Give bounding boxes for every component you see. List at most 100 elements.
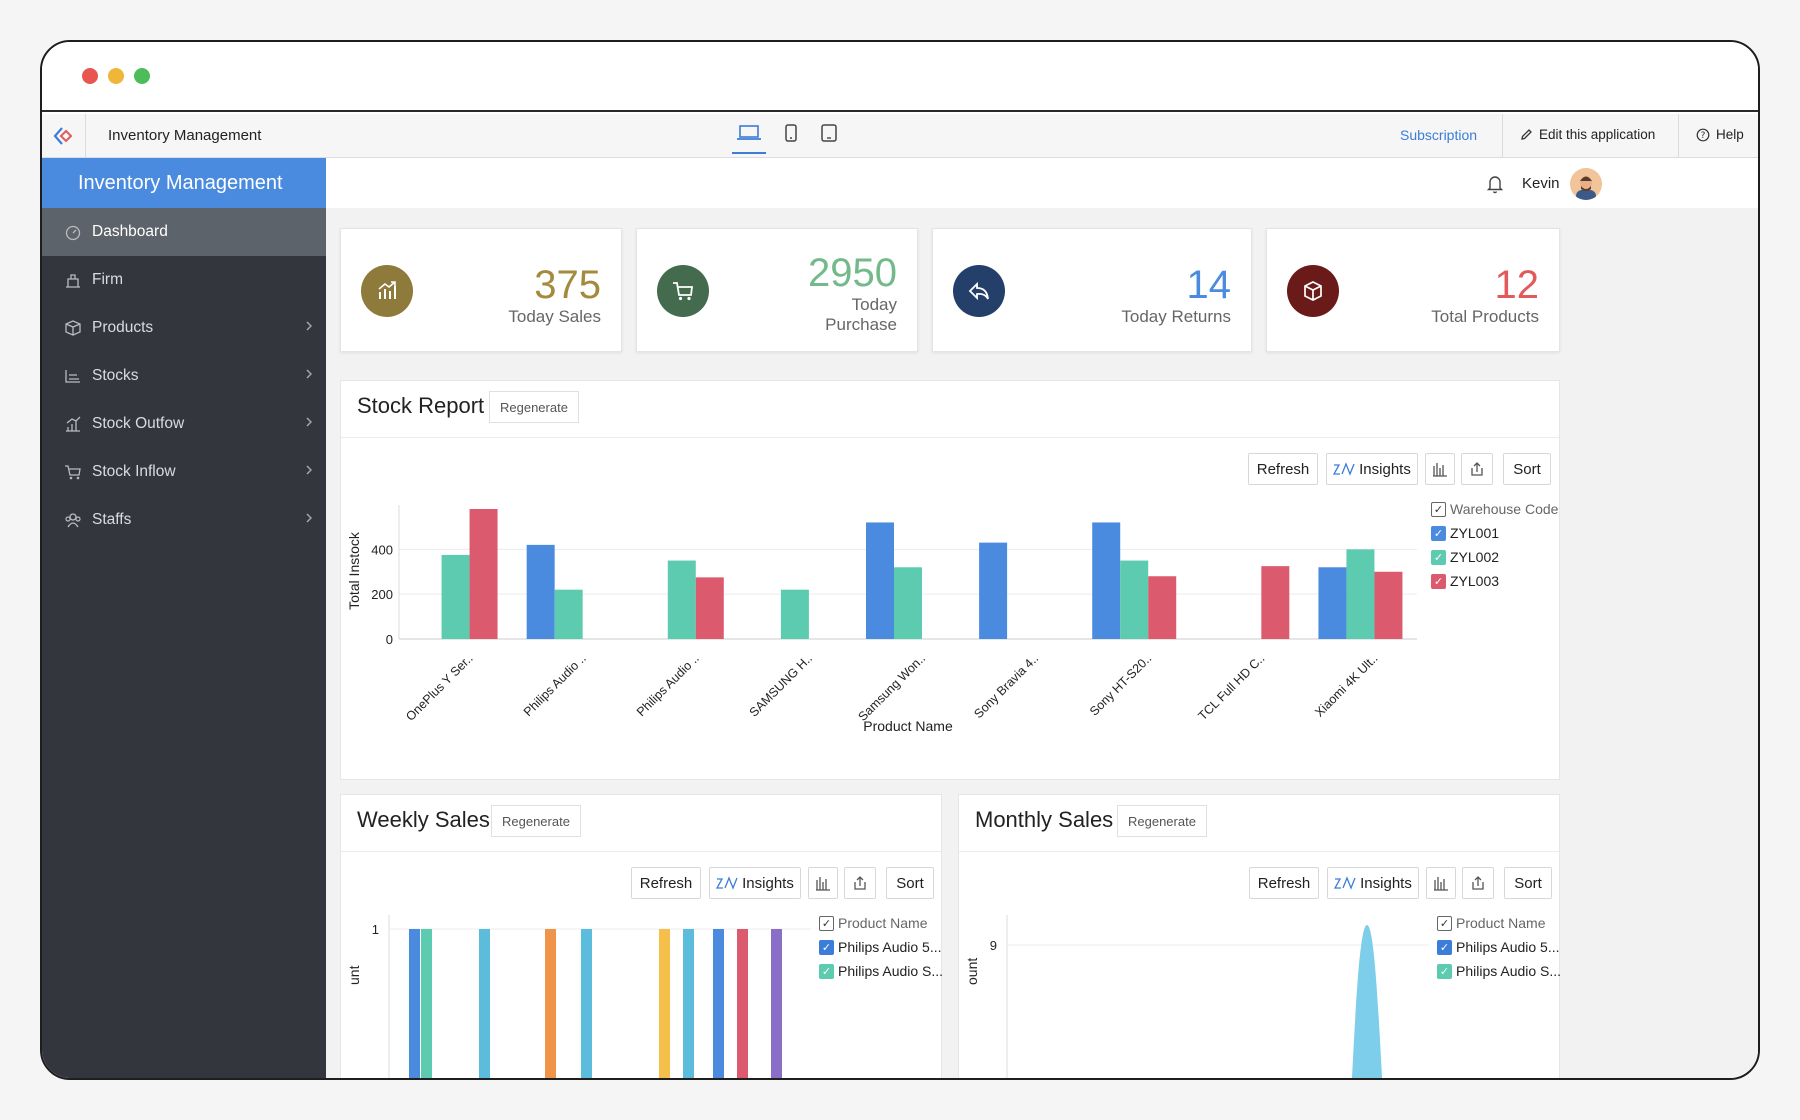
bar-zyl003[interactable] <box>695 577 724 639</box>
top-user-bar: Kevin <box>326 158 1758 208</box>
subscription-link[interactable]: Subscription <box>1400 127 1478 143</box>
bar-zyl003[interactable] <box>1148 576 1177 639</box>
sidebar-item-firm[interactable]: Firm <box>42 256 326 304</box>
mobile-view-toggle[interactable] <box>774 124 808 154</box>
legend-header[interactable]: ✓ Product Name <box>819 915 927 931</box>
stock-report-sort-button[interactable]: Sort <box>1503 453 1551 485</box>
minimize-window-button[interactable] <box>108 68 124 84</box>
notification-bell-icon[interactable] <box>1486 174 1504 194</box>
bar[interactable] <box>683 929 694 1080</box>
bar[interactable] <box>713 929 724 1080</box>
bar-zyl001[interactable] <box>979 542 1008 639</box>
sidebar-brand[interactable]: Inventory Management <box>42 158 326 208</box>
sidebar-item-stock-inflow[interactable]: Stock Inflow <box>42 448 326 496</box>
sidebar-item-dashboard[interactable]: Dashboard <box>42 208 326 256</box>
legend-item[interactable]: ✓ Philips Audio S... <box>819 963 943 979</box>
monthly-sales-regenerate-button[interactable]: Regenerate <box>1117 805 1207 837</box>
area-peak[interactable] <box>1351 925 1383 1080</box>
tablet-view-toggle[interactable] <box>812 124 846 154</box>
bar-zyl003[interactable] <box>1374 571 1403 639</box>
user-name[interactable]: Kevin <box>1522 175 1560 192</box>
bar[interactable] <box>737 929 748 1080</box>
export-button[interactable] <box>1462 867 1494 899</box>
export-button[interactable] <box>844 867 876 899</box>
chart-type-button[interactable] <box>1425 453 1455 485</box>
legend-item[interactable]: ✓ ZYL001 <box>1431 525 1499 541</box>
bar-zyl001[interactable] <box>866 522 894 639</box>
bar-zyl003[interactable] <box>469 509 498 639</box>
bar-zyl002[interactable] <box>667 560 696 639</box>
legend-header[interactable]: ✓ Warehouse Code <box>1431 501 1558 517</box>
x-tick-label: Samsung Won.. <box>855 651 928 724</box>
today-sales-card[interactable]: 375 Today Sales <box>340 228 622 352</box>
sidebar-item-stock-outfow[interactable]: Stock Outfow <box>42 400 326 448</box>
check-icon: ✓ <box>1431 501 1446 517</box>
bar-zyl001[interactable] <box>1318 567 1347 639</box>
monthly-insights-button[interactable]: Insights <box>1327 867 1419 899</box>
app-title: Inventory Management <box>108 127 262 144</box>
monthly-sales-title: Monthly Sales <box>975 807 1114 832</box>
refresh-label: Refresh <box>639 874 693 892</box>
legend-item[interactable]: ✓ ZYL002 <box>1431 549 1499 565</box>
today-purchase-value: 2950 <box>808 251 897 295</box>
bar-zyl002[interactable] <box>780 589 809 639</box>
bar-zyl001[interactable] <box>526 544 555 639</box>
total-products-label: Total Products <box>1431 307 1539 326</box>
bar[interactable] <box>581 929 592 1080</box>
bar-zyl002[interactable] <box>1120 560 1149 639</box>
today-purchase-card[interactable]: 2950 Today Purchase <box>636 228 918 352</box>
check-icon: ✓ <box>1437 963 1452 979</box>
laptop-view-toggle[interactable] <box>732 124 766 154</box>
legend-label: ZYL001 <box>1450 525 1500 541</box>
bar-zyl002[interactable] <box>554 589 583 639</box>
chart-type-button[interactable] <box>1426 867 1456 899</box>
y-tick-label: 200 <box>371 587 393 602</box>
legend-header[interactable]: ✓ Product Name <box>1437 915 1545 931</box>
bar[interactable] <box>409 929 420 1080</box>
bar[interactable] <box>421 929 432 1080</box>
sidebar-item-stocks[interactable]: Stocks <box>42 352 326 400</box>
check-icon: ✓ <box>819 915 834 931</box>
bar[interactable] <box>545 929 556 1080</box>
stock-report-refresh-button[interactable]: Refresh <box>1248 453 1318 485</box>
legend-item[interactable]: ✓ Philips Audio 5... <box>1437 939 1560 955</box>
sidebar-item-products[interactable]: Products <box>42 304 326 352</box>
help-button[interactable]: ? Help <box>1696 127 1744 142</box>
avatar[interactable] <box>1570 168 1602 200</box>
bar-zyl002[interactable] <box>894 567 922 639</box>
weekly-insights-button[interactable]: Insights <box>709 867 801 899</box>
y-tick-label: 0 <box>386 632 393 647</box>
export-icon <box>854 876 866 890</box>
bar[interactable] <box>659 929 670 1080</box>
weekly-sales-regenerate-button[interactable]: Regenerate <box>491 805 581 837</box>
weekly-refresh-button[interactable]: Refresh <box>631 867 701 899</box>
export-button[interactable] <box>1461 453 1493 485</box>
sidebar-item-staffs[interactable]: Staffs <box>42 496 326 544</box>
bar[interactable] <box>479 929 490 1080</box>
x-tick-label: Sony HT-S20.. <box>1087 651 1154 718</box>
bar-zyl001[interactable] <box>1092 522 1121 639</box>
legend-item[interactable]: ✓ Philips Audio S... <box>1437 963 1561 979</box>
stock-report-regenerate-button[interactable]: Regenerate <box>489 391 579 423</box>
bar-zyl003[interactable] <box>1261 566 1290 639</box>
app-logo-icon[interactable] <box>42 114 86 158</box>
maximize-window-button[interactable] <box>134 68 150 84</box>
today-returns-card[interactable]: 14 Today Returns <box>932 228 1252 352</box>
total-products-card[interactable]: 12 Total Products <box>1266 228 1560 352</box>
stock-report-insights-button[interactable]: Insights <box>1326 453 1418 485</box>
weekly-sort-button[interactable]: Sort <box>886 867 934 899</box>
edit-application-button[interactable]: Edit this application <box>1520 127 1655 142</box>
close-window-button[interactable] <box>82 68 98 84</box>
legend-label: Philips Audio S... <box>1456 963 1562 979</box>
monthly-refresh-button[interactable]: Refresh <box>1249 867 1319 899</box>
monthly-sort-button[interactable]: Sort <box>1504 867 1552 899</box>
chart-type-button[interactable] <box>808 867 838 899</box>
bar-chart-icon <box>1433 463 1447 477</box>
tablet-icon <box>821 124 837 142</box>
help-label: Help <box>1716 127 1744 142</box>
legend-item[interactable]: ✓ ZYL003 <box>1431 573 1499 589</box>
legend-item[interactable]: ✓ Philips Audio 5... <box>819 939 942 955</box>
bar-zyl002[interactable] <box>441 554 470 639</box>
bar[interactable] <box>771 929 782 1080</box>
bar-zyl002[interactable] <box>1346 549 1375 639</box>
